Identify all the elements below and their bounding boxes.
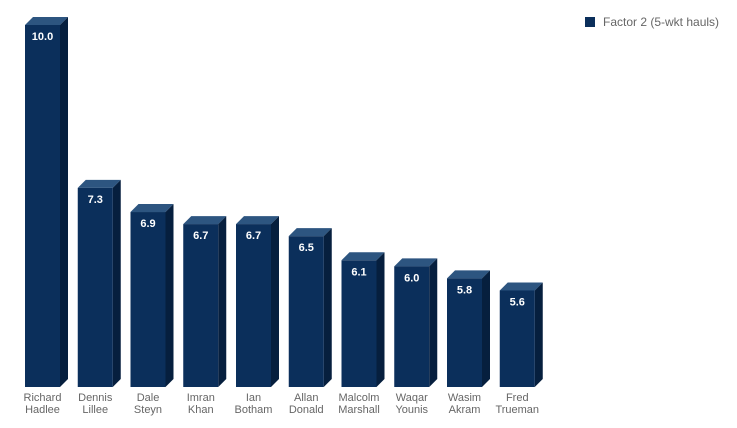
bar-side <box>112 179 121 387</box>
bar-top <box>394 258 438 267</box>
data-label: 6.9 <box>140 218 155 230</box>
x-tick-label: Steyn <box>134 404 162 416</box>
bar-side <box>376 252 385 387</box>
bar-side <box>323 228 332 387</box>
data-label: 6.5 <box>299 242 314 254</box>
bar-top <box>130 204 174 213</box>
data-label: 6.1 <box>351 266 366 278</box>
x-tick-label: Akram <box>449 404 481 416</box>
bar-top <box>25 17 68 25</box>
data-label: 10.0 <box>32 31 53 43</box>
x-tick-label: Wasim <box>448 392 481 404</box>
bar[interactable] <box>183 224 219 387</box>
bar-top <box>499 282 543 291</box>
x-tick-label: Fred <box>506 392 529 404</box>
x-tick-label: Botham <box>235 404 273 416</box>
x-tick-label: Waqar <box>396 392 428 404</box>
bar-side <box>60 17 68 387</box>
bar[interactable] <box>447 278 482 387</box>
bar-side <box>271 216 279 387</box>
data-label: 5.8 <box>457 284 472 296</box>
bar-top <box>341 252 385 261</box>
legend-swatch <box>585 17 595 27</box>
x-tick-label: Allan <box>294 392 318 404</box>
bar-side <box>429 258 438 387</box>
bar-side <box>482 270 490 387</box>
bar[interactable] <box>394 266 430 387</box>
x-tick-label: Trueman <box>495 404 539 416</box>
bar-top <box>288 228 332 237</box>
x-tick-label: Richard <box>24 392 62 404</box>
x-tick-label: Lillee <box>82 404 108 416</box>
bar-side <box>218 216 227 387</box>
bar-side <box>165 204 174 387</box>
legend-label: Factor 2 (5-wkt hauls) <box>603 15 720 29</box>
x-tick-label: Dale <box>137 392 160 404</box>
bar-top <box>77 179 121 188</box>
x-tick-label: Hadlee <box>25 404 60 416</box>
bar-side <box>534 282 543 387</box>
x-tick-label: Ian <box>246 392 261 404</box>
data-label: 7.3 <box>88 194 103 206</box>
bar-top <box>447 270 490 279</box>
bar[interactable] <box>130 212 166 387</box>
bar[interactable] <box>77 187 113 387</box>
x-tick-label: Khan <box>188 404 214 416</box>
bar[interactable] <box>341 260 377 387</box>
x-tick-label: Malcolm <box>339 392 380 404</box>
x-tick-label: Imran <box>187 392 215 404</box>
bar[interactable] <box>236 224 271 387</box>
legend[interactable]: Factor 2 (5-wkt hauls) <box>585 15 719 29</box>
data-label: 6.7 <box>246 230 261 242</box>
bar-top <box>236 216 279 225</box>
x-tick-label: Marshall <box>338 404 380 416</box>
bar[interactable] <box>25 25 60 387</box>
bar-top <box>183 216 227 225</box>
x-tick-label: Donald <box>289 404 324 416</box>
x-tick-label: Dennis <box>78 392 113 404</box>
data-label: 6.7 <box>193 230 208 242</box>
data-label: 5.6 <box>510 296 525 308</box>
data-label: 6.0 <box>404 272 419 284</box>
bar[interactable] <box>499 290 535 387</box>
bar[interactable] <box>288 236 324 387</box>
x-tick-label: Younis <box>395 404 428 416</box>
